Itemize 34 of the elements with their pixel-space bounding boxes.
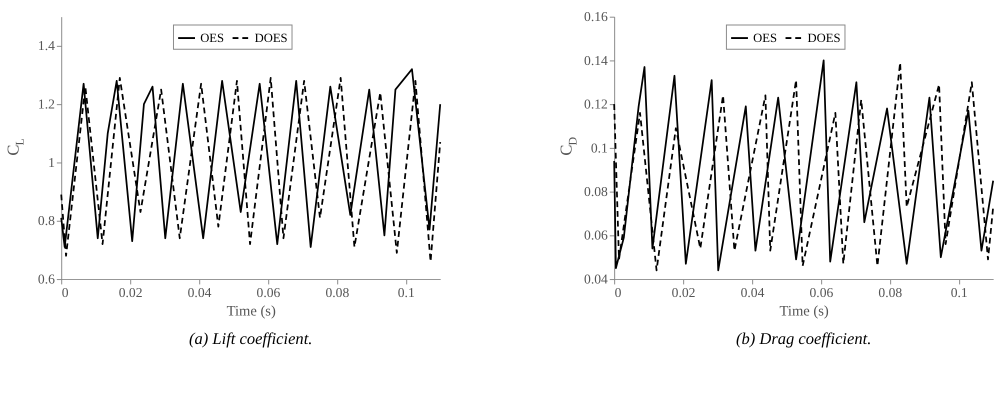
x-tick-label: 0.02	[672, 285, 696, 300]
y-tick-label: 1.2	[38, 96, 56, 112]
y-tick-label: 0.14	[584, 52, 608, 68]
legend-label: OES	[200, 30, 224, 45]
text: (a) Lift coefficient.	[189, 329, 312, 348]
y-tick-label: 0.16	[584, 9, 608, 24]
y-tick-label: 0.06	[584, 228, 608, 243]
legend-label: DOES	[808, 30, 841, 45]
x-tick-label: 0.1	[950, 285, 968, 300]
y-axis-title: CD	[556, 137, 580, 156]
x-axis-title: Time (s)	[226, 304, 276, 320]
x-axis-title: Time (s)	[780, 304, 829, 320]
x-tick-label: 0.06	[809, 285, 834, 300]
legend-label: DOES	[254, 30, 288, 45]
x-tick-label: 0.04	[188, 285, 212, 300]
y-tick-label: 1	[48, 154, 55, 170]
x-tick-label: 0.04	[740, 285, 765, 300]
y-tick-label: 0.12	[584, 96, 608, 112]
text: (b) Drag coefficient.	[736, 329, 872, 348]
legend-label: OES	[753, 30, 777, 45]
y-tick-label: 1.4	[38, 38, 56, 54]
y-tick-label: 0.04	[584, 271, 608, 286]
x-tick-label: 0.1	[398, 285, 415, 300]
x-tick-label: 0.08	[325, 285, 350, 300]
y-tick-label: 0.8	[38, 213, 56, 228]
x-tick-label: 0.06	[256, 285, 281, 300]
x-tick-label: 0	[614, 285, 622, 300]
y-axis-title: CL	[3, 138, 26, 156]
y-tick-label: 0.6	[38, 271, 56, 286]
y-tick-label: 0.08	[584, 184, 608, 199]
x-tick-label: 0.02	[118, 285, 143, 300]
x-tick-label: 0.08	[878, 285, 902, 300]
x-tick-label: 0	[62, 285, 69, 300]
y-tick-label: 0.1	[590, 140, 608, 156]
